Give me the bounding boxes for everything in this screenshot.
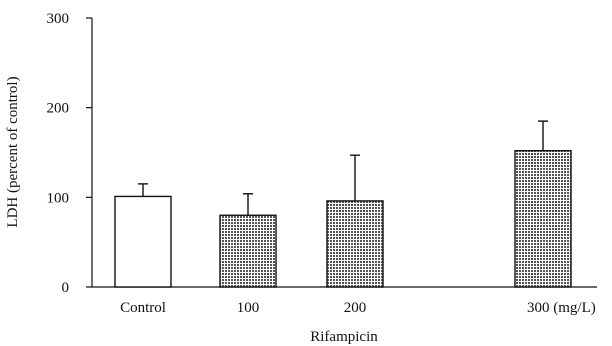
error-bars [138,120,548,216]
x-tick-label-3: 300 (mg/L) [527,300,596,316]
x-tick-label-2: 200 [344,300,367,316]
bar-2 [326,200,384,288]
x-tick-label-0: Control [120,300,166,316]
bars [114,150,572,288]
bar-3 [514,150,572,288]
y-axis-title: LDH (percent of control) [5,76,21,227]
y-ticks: 0 100 200 300 [47,11,92,296]
y-tick-label-0: 0 [62,280,70,296]
y-tick-label-1: 100 [47,190,70,206]
x-axis-title: Rifampicin [310,329,378,345]
bar-0 [114,195,172,288]
bar-1 [219,214,277,288]
y-tick-label-2: 200 [47,101,70,117]
x-tick-label-1: 100 [237,300,260,316]
x-tick-labels: Control 100 200 300 (mg/L) [120,300,596,316]
y-tick-label-3: 300 [47,11,70,27]
